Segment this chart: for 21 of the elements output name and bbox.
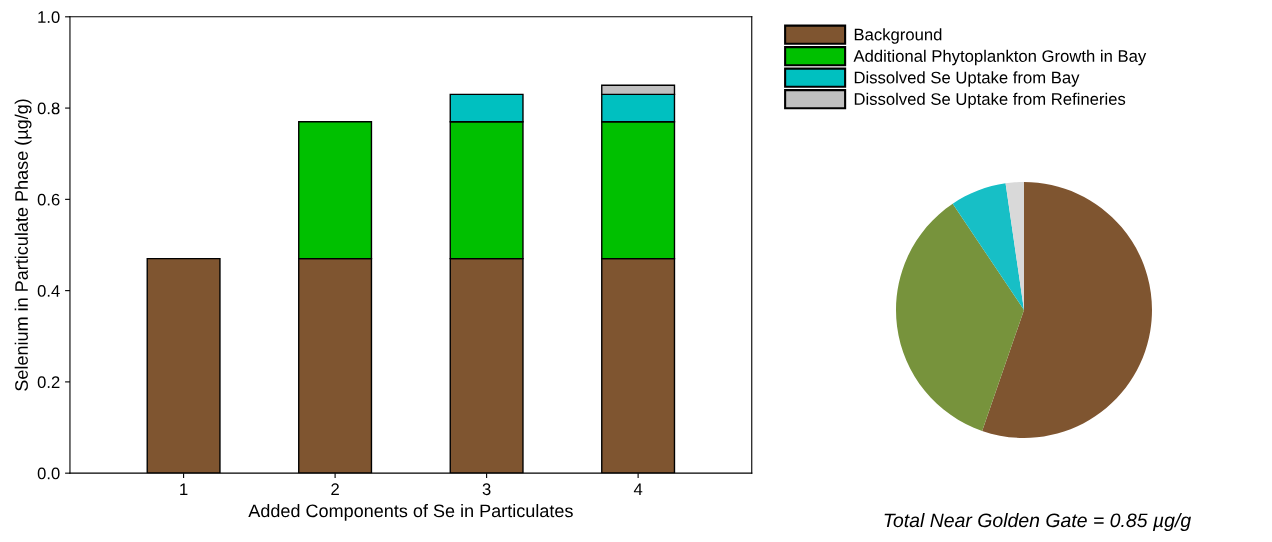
pie-slice xyxy=(896,203,1024,431)
x-tick-label: 2 xyxy=(331,483,339,495)
legend-label: Additional Phytoplankton Growth in Bay xyxy=(853,49,1147,66)
y-tick-label: 0.0 xyxy=(37,467,60,480)
legend-label: Dissolved Se Uptake from Bay xyxy=(854,71,1080,87)
text: Total Near Golden Gate = 0.85 µg/g xyxy=(884,512,1191,532)
y-tick-label: 0.6 xyxy=(37,193,60,206)
x-tick-label: 1 xyxy=(180,483,188,495)
y-tick-label: 0.8 xyxy=(37,102,60,115)
pie-slice xyxy=(952,183,1024,310)
y-axis-title: Selenium in Particulate Phase (µg/g) xyxy=(14,99,32,391)
y-tick-label: 1.0 xyxy=(38,11,60,24)
x-axis-title: Added Components of Se in Particulates xyxy=(248,503,573,521)
legend-label: Dissolved Se Uptake from Refineries xyxy=(854,92,1126,109)
y-tick-label: 0.2 xyxy=(37,376,60,389)
pie-slice xyxy=(982,182,1152,438)
pie-slice xyxy=(1005,182,1024,310)
x-tick-label: 4 xyxy=(633,483,643,495)
x-tick-label: 3 xyxy=(482,483,491,496)
legend-label: Background xyxy=(854,28,942,44)
y-tick-label: 0.4 xyxy=(37,285,60,297)
